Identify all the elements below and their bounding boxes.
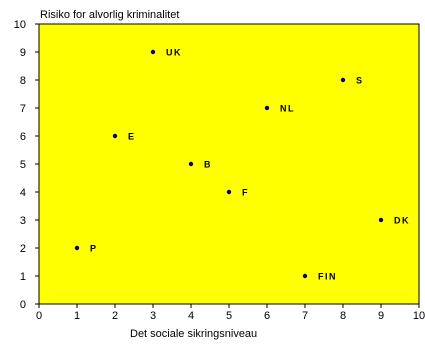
data-point <box>340 77 346 83</box>
x-tick-label: 2 <box>112 310 118 322</box>
x-axis-title: Det sociale sikringsniveau <box>130 328 257 340</box>
data-point-label: P <box>90 244 98 254</box>
data-point <box>74 245 80 251</box>
data-point-label: UK <box>166 48 182 58</box>
data-point <box>112 133 118 139</box>
y-axis-title: Risiko for alvorlig kriminalitet <box>40 9 179 21</box>
y-axis: 0 1 2 3 4 5 6 7 8 9 10 <box>14 19 39 311</box>
y-tick-label: 8 <box>20 75 26 87</box>
data-point-label: DK <box>394 216 410 226</box>
data-points: UK S NL E B F DK P FIN <box>74 48 410 282</box>
x-tick-label: 6 <box>264 310 270 322</box>
x-tick-label: 1 <box>74 310 80 322</box>
y-tick-label: 6 <box>20 131 26 143</box>
data-point <box>150 49 156 55</box>
x-tick-label: 8 <box>340 310 346 322</box>
y-tick-label: 5 <box>20 159 26 171</box>
x-tick-label: 0 <box>36 310 42 322</box>
y-tick-label: 7 <box>20 103 26 115</box>
x-tick-label: 9 <box>378 310 384 322</box>
plot-area <box>38 23 420 305</box>
x-tick-label: 10 <box>413 310 425 322</box>
data-point <box>188 161 194 167</box>
data-point-label: NL <box>280 104 295 114</box>
x-tick-label: 4 <box>188 310 194 322</box>
data-point <box>264 105 270 111</box>
y-tick-label: 1 <box>20 271 26 283</box>
x-axis: 0 1 2 3 4 5 6 7 8 9 10 <box>36 304 425 322</box>
data-point <box>226 189 232 195</box>
x-tick-label: 5 <box>226 310 232 322</box>
data-point-label: S <box>356 76 364 86</box>
data-point <box>378 217 384 223</box>
x-tick-label: 7 <box>302 310 308 322</box>
y-tick-label: 10 <box>14 19 26 31</box>
y-tick-label: 3 <box>20 215 26 227</box>
data-point-label: FIN <box>318 272 337 282</box>
data-point-label: F <box>242 188 249 198</box>
y-tick-label: 4 <box>20 187 26 199</box>
x-tick-label: 3 <box>150 310 156 322</box>
data-point-label: B <box>204 160 212 170</box>
y-tick-label: 0 <box>20 299 26 311</box>
y-tick-label: 2 <box>20 243 26 255</box>
data-point <box>302 273 308 279</box>
data-point-label: E <box>128 132 136 142</box>
y-tick-label: 9 <box>20 47 26 59</box>
